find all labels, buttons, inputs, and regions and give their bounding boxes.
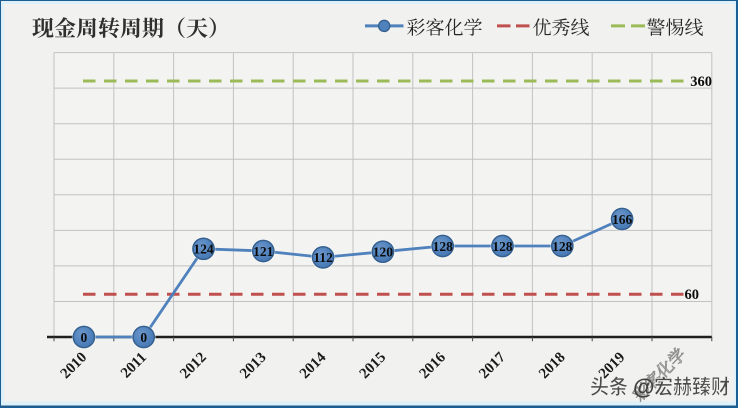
- svg-text:121: 121: [253, 244, 274, 259]
- svg-text:0: 0: [81, 330, 88, 345]
- svg-text:128: 128: [552, 239, 573, 254]
- svg-text:124: 124: [193, 242, 214, 257]
- svg-text:60: 60: [685, 287, 700, 303]
- svg-text:360: 360: [690, 74, 712, 90]
- svg-text:0: 0: [140, 330, 147, 345]
- svg-text:112: 112: [313, 250, 333, 265]
- svg-text:128: 128: [492, 239, 513, 254]
- svg-text:120: 120: [373, 245, 394, 260]
- svg-text:@: @: [633, 375, 654, 400]
- svg-text:128: 128: [433, 239, 454, 254]
- svg-text:166: 166: [612, 212, 633, 227]
